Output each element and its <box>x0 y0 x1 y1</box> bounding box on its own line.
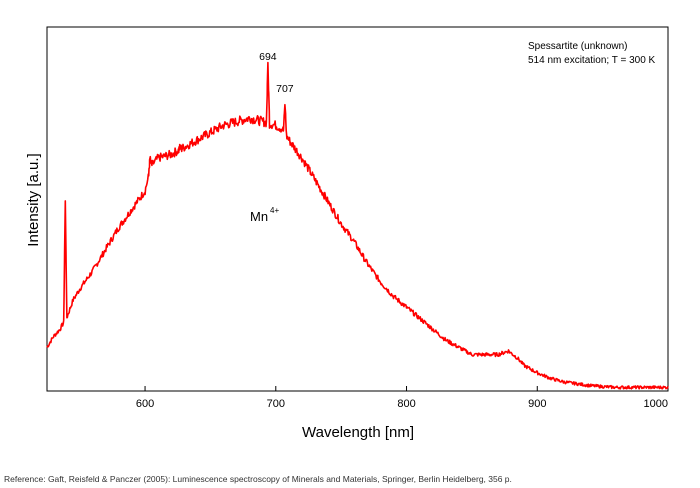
x-tick-label-800: 800 <box>397 398 415 410</box>
peak-label-707: 707 <box>276 83 294 95</box>
y-axis-title: Intensity [a.u.] <box>25 153 42 246</box>
x-tick-label-600: 600 <box>136 398 154 410</box>
x-tick-label-700: 700 <box>267 398 285 410</box>
annotation-sample: Spessartite (unknown) <box>528 41 628 52</box>
spectrum-series-line <box>46 61 669 390</box>
x-tick-label-1000: 1000 <box>644 398 668 410</box>
ion-label: Mn <box>250 209 268 224</box>
x-tick-label-900: 900 <box>528 398 546 410</box>
peak-label-694: 694 <box>259 51 277 63</box>
reference-citation: Reference: Gaft, Reisfeld & Panczer (200… <box>4 474 512 484</box>
x-axis-title: Wavelength [nm] <box>302 424 414 441</box>
x-axis-tick-labels: 600 700 800 900 1000 <box>136 398 668 410</box>
plot-frame <box>46 26 669 392</box>
ion-charge: 4+ <box>270 206 279 215</box>
annotation-conditions: 514 nm excitation; T = 300 K <box>528 55 656 66</box>
